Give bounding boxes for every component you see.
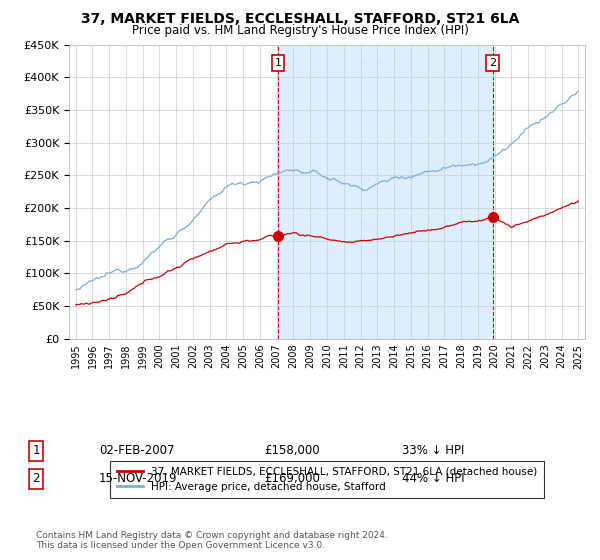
Text: 33% ↓ HPI: 33% ↓ HPI — [402, 444, 464, 458]
Text: 37, MARKET FIELDS, ECCLESHALL, STAFFORD, ST21 6LA: 37, MARKET FIELDS, ECCLESHALL, STAFFORD,… — [81, 12, 519, 26]
Text: 2: 2 — [489, 58, 496, 68]
Text: 1: 1 — [275, 58, 281, 68]
Text: Price paid vs. HM Land Registry's House Price Index (HPI): Price paid vs. HM Land Registry's House … — [131, 24, 469, 37]
Text: Contains HM Land Registry data © Crown copyright and database right 2024.
This d: Contains HM Land Registry data © Crown c… — [36, 530, 388, 550]
Text: £158,000: £158,000 — [264, 444, 320, 458]
Legend: 37, MARKET FIELDS, ECCLESHALL, STAFFORD, ST21 6LA (detached house), HPI: Average: 37, MARKET FIELDS, ECCLESHALL, STAFFORD,… — [110, 460, 544, 498]
Text: 02-FEB-2007: 02-FEB-2007 — [99, 444, 175, 458]
Bar — [278, 45, 493, 339]
Text: 15-NOV-2019: 15-NOV-2019 — [99, 472, 178, 486]
Text: £169,000: £169,000 — [264, 472, 320, 486]
Text: 44% ↓ HPI: 44% ↓ HPI — [402, 472, 464, 486]
Text: 2: 2 — [32, 472, 40, 486]
Text: 1: 1 — [32, 444, 40, 458]
